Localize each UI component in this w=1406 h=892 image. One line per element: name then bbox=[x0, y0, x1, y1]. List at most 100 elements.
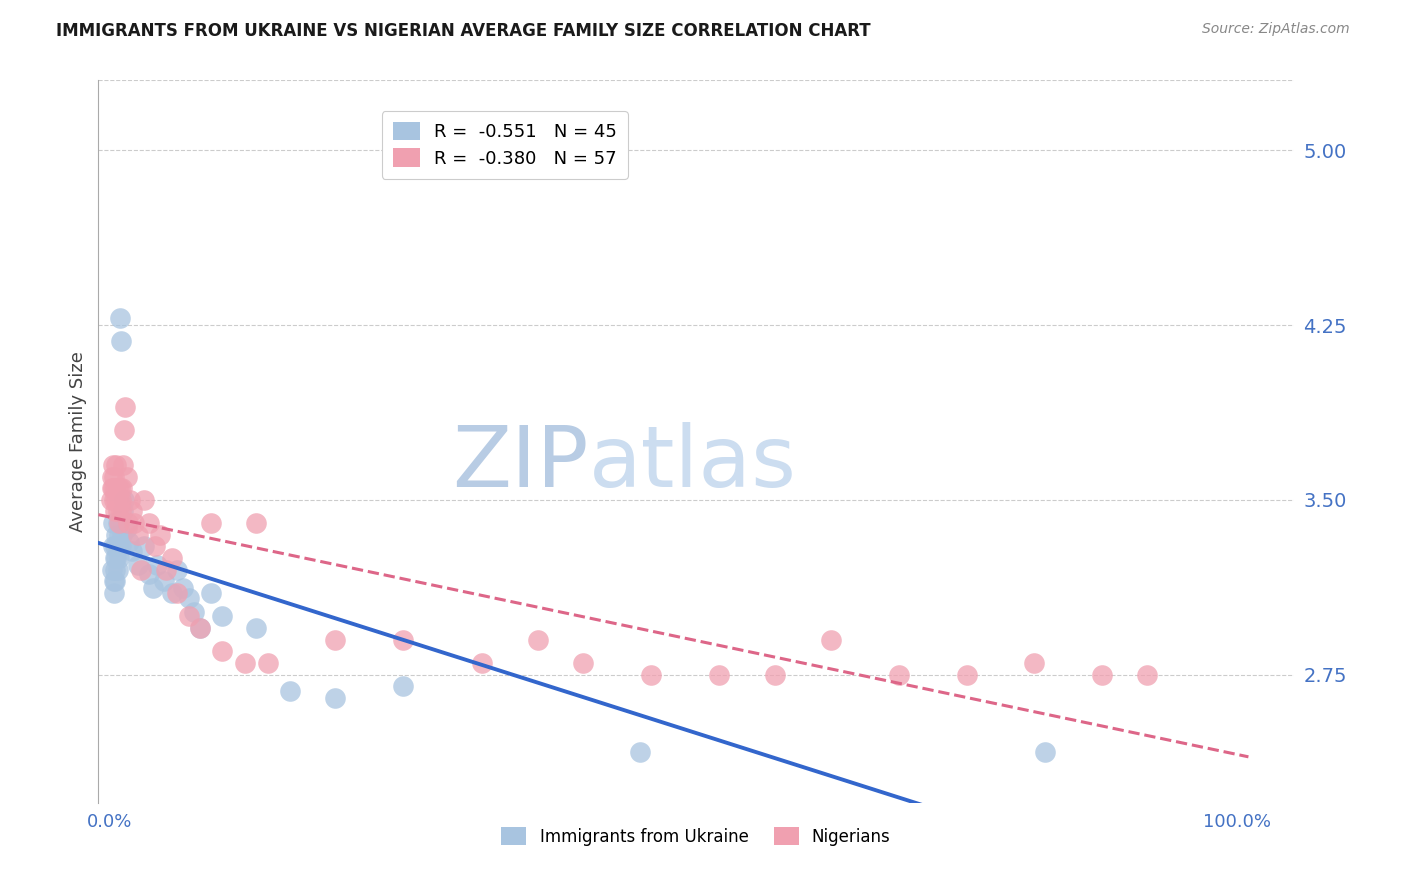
Point bbox=[471, 656, 494, 670]
Point bbox=[233, 656, 256, 670]
Point bbox=[108, 311, 131, 326]
Point bbox=[118, 492, 141, 507]
Point bbox=[104, 481, 127, 495]
Point bbox=[1091, 667, 1114, 681]
Point bbox=[127, 558, 149, 572]
Point bbox=[105, 551, 128, 566]
Point bbox=[177, 591, 200, 605]
Point bbox=[183, 605, 205, 619]
Point bbox=[110, 540, 132, 554]
Point bbox=[103, 469, 125, 483]
Point bbox=[132, 540, 155, 554]
Point bbox=[129, 563, 152, 577]
Point bbox=[112, 492, 135, 507]
Point bbox=[132, 492, 155, 507]
Point bbox=[107, 528, 129, 542]
Point bbox=[763, 667, 786, 681]
Point bbox=[1024, 656, 1046, 670]
Text: ZIP: ZIP bbox=[451, 422, 589, 505]
Point bbox=[107, 492, 129, 507]
Point bbox=[107, 504, 129, 518]
Point bbox=[188, 621, 211, 635]
Point bbox=[103, 586, 125, 600]
Point bbox=[111, 481, 134, 495]
Point bbox=[104, 563, 127, 577]
Point bbox=[112, 458, 135, 472]
Point bbox=[114, 400, 136, 414]
Point bbox=[143, 540, 166, 554]
Point bbox=[1136, 667, 1159, 681]
Point bbox=[177, 609, 200, 624]
Point bbox=[211, 644, 233, 658]
Point bbox=[111, 528, 134, 542]
Text: IMMIGRANTS FROM UKRAINE VS NIGERIAN AVERAGE FAMILY SIZE CORRELATION CHART: IMMIGRANTS FROM UKRAINE VS NIGERIAN AVER… bbox=[56, 22, 870, 40]
Point bbox=[105, 528, 128, 542]
Point bbox=[572, 656, 595, 670]
Point bbox=[104, 540, 127, 554]
Point bbox=[107, 551, 129, 566]
Point bbox=[101, 481, 124, 495]
Point bbox=[115, 469, 138, 483]
Point bbox=[110, 504, 132, 518]
Point bbox=[100, 492, 122, 507]
Point bbox=[153, 574, 176, 589]
Point bbox=[101, 458, 124, 472]
Point bbox=[211, 609, 233, 624]
Point bbox=[245, 516, 267, 530]
Point bbox=[101, 469, 124, 483]
Point bbox=[160, 551, 183, 566]
Text: atlas: atlas bbox=[589, 422, 796, 505]
Point bbox=[160, 586, 183, 600]
Point bbox=[117, 516, 139, 530]
Point bbox=[112, 423, 135, 437]
Point bbox=[166, 586, 188, 600]
Point bbox=[110, 334, 132, 349]
Point bbox=[138, 516, 160, 530]
Point bbox=[115, 521, 138, 535]
Point bbox=[200, 586, 222, 600]
Point bbox=[101, 563, 124, 577]
Point bbox=[121, 544, 143, 558]
Point bbox=[107, 516, 129, 530]
Point bbox=[166, 563, 188, 577]
Point bbox=[200, 516, 222, 530]
Point bbox=[149, 528, 172, 542]
Point bbox=[107, 540, 129, 554]
Point bbox=[256, 656, 278, 670]
Point bbox=[101, 540, 124, 554]
Point bbox=[392, 632, 415, 647]
Legend: Immigrants from Ukraine, Nigerians: Immigrants from Ukraine, Nigerians bbox=[495, 821, 897, 852]
Point bbox=[105, 492, 128, 507]
Point bbox=[141, 582, 163, 596]
Point bbox=[628, 745, 651, 759]
Text: Source: ZipAtlas.com: Source: ZipAtlas.com bbox=[1202, 22, 1350, 37]
Point bbox=[887, 667, 910, 681]
Point bbox=[127, 528, 149, 542]
Point bbox=[108, 481, 131, 495]
Point bbox=[323, 632, 346, 647]
Point bbox=[112, 504, 135, 518]
Point bbox=[103, 574, 125, 589]
Point bbox=[146, 558, 169, 572]
Point bbox=[278, 684, 301, 698]
Point bbox=[107, 516, 129, 530]
Point bbox=[101, 481, 124, 495]
Point bbox=[188, 621, 211, 635]
Point bbox=[527, 632, 550, 647]
Point bbox=[110, 492, 132, 507]
Point bbox=[118, 534, 141, 549]
Point bbox=[640, 667, 662, 681]
Point bbox=[138, 567, 160, 582]
Point bbox=[245, 621, 267, 635]
Point bbox=[121, 504, 143, 518]
Point bbox=[101, 516, 124, 530]
Point bbox=[172, 582, 194, 596]
Point bbox=[104, 551, 127, 566]
Y-axis label: Average Family Size: Average Family Size bbox=[69, 351, 87, 532]
Point bbox=[104, 574, 127, 589]
Point bbox=[103, 492, 125, 507]
Point bbox=[124, 516, 146, 530]
Point bbox=[1035, 745, 1057, 759]
Point bbox=[107, 481, 129, 495]
Point bbox=[323, 690, 346, 705]
